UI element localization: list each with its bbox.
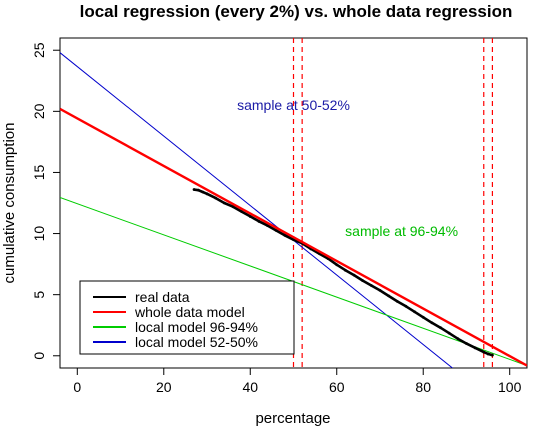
real-data-point bbox=[465, 342, 468, 345]
y-axis: 0 5 10 15 20 25 bbox=[31, 42, 60, 360]
real-data-point bbox=[439, 326, 442, 330]
whole-data-model-line bbox=[60, 107, 527, 367]
real-data-point bbox=[248, 215, 252, 218]
real-data-point bbox=[283, 233, 287, 237]
real-data-point bbox=[491, 353, 494, 357]
real-data-point bbox=[456, 337, 460, 341]
x-tick-label: 0 bbox=[73, 379, 81, 395]
real-data-point bbox=[201, 190, 205, 194]
y-tick-label: 20 bbox=[31, 103, 47, 119]
real-data-point bbox=[222, 201, 226, 205]
real-data-point bbox=[482, 350, 486, 354]
y-tick-label: 10 bbox=[31, 226, 47, 242]
legend-label: local model 52-50% bbox=[135, 334, 258, 350]
real-data-point bbox=[404, 304, 408, 308]
chart-title: local regression (every 2%) vs. whole da… bbox=[80, 2, 513, 21]
y-axis-label: cumulative consumption bbox=[1, 123, 18, 284]
y-tick-label: 15 bbox=[31, 164, 47, 180]
real-data-point bbox=[486, 352, 490, 356]
real-data-point bbox=[266, 224, 269, 228]
legend-label: real data bbox=[135, 289, 190, 305]
real-data-point bbox=[196, 188, 200, 192]
y-tick-label: 25 bbox=[31, 42, 47, 58]
real-data-point bbox=[421, 315, 425, 319]
real-data-point bbox=[335, 263, 339, 267]
real-data-point bbox=[473, 346, 477, 350]
real-data-point bbox=[395, 299, 399, 303]
real-data-point bbox=[361, 279, 365, 283]
real-data-point bbox=[240, 210, 244, 213]
real-data-point bbox=[378, 288, 382, 292]
legend-label: whole data model bbox=[134, 304, 245, 320]
real-data-point bbox=[192, 188, 196, 191]
annotation-label: sample at 50-52% bbox=[237, 97, 350, 113]
real-data-point bbox=[413, 310, 416, 314]
real-data-point bbox=[231, 205, 235, 209]
x-tick-label: 60 bbox=[329, 379, 345, 395]
real-data-series bbox=[193, 188, 493, 357]
x-axis: 0 20 40 60 80 100 bbox=[73, 368, 522, 395]
real-data-point bbox=[430, 321, 434, 325]
legend-label: local model 96-94% bbox=[135, 319, 258, 335]
real-data-point bbox=[274, 229, 278, 232]
real-data-point bbox=[205, 192, 209, 196]
real-data-point bbox=[387, 294, 391, 298]
annotation-label: sample at 96-94% bbox=[345, 223, 458, 239]
x-tick-label: 20 bbox=[156, 379, 172, 395]
real-data-point bbox=[447, 331, 451, 335]
real-data-point bbox=[352, 273, 356, 277]
x-tick-label: 40 bbox=[242, 379, 258, 395]
y-tick-label: 5 bbox=[31, 291, 47, 299]
x-tick-label: 80 bbox=[415, 379, 431, 395]
x-axis-label: percentage bbox=[255, 410, 330, 427]
real-data-point bbox=[214, 196, 218, 200]
real-data-point bbox=[369, 284, 373, 287]
x-tick-label: 100 bbox=[498, 379, 522, 395]
y-tick-label: 0 bbox=[31, 352, 47, 360]
real-data-point bbox=[257, 219, 261, 223]
real-data-point bbox=[343, 268, 347, 272]
annotations: sample at 50-52% sample at 96-94% bbox=[237, 97, 458, 239]
